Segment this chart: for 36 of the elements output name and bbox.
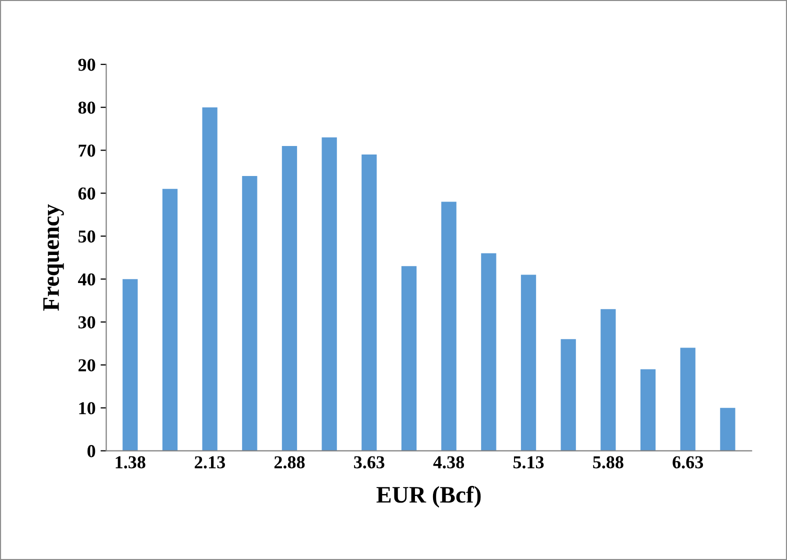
bar	[362, 154, 377, 451]
y-tick-label: 20	[78, 359, 96, 372]
bar	[520, 274, 536, 451]
y-tick-label: 90	[78, 58, 96, 71]
x-tick-label: 3.63	[354, 456, 384, 468]
bar	[282, 146, 298, 451]
x-tick-label: 6.63	[672, 456, 704, 468]
bar	[122, 279, 138, 451]
y-tick-label: 50	[78, 230, 96, 243]
bar	[322, 137, 337, 451]
x-tick-label: 5.88	[593, 456, 624, 468]
x-tick-label: 1.38	[116, 456, 146, 468]
y-tick-label: 0	[87, 445, 96, 458]
y-tick-label: 70	[78, 144, 96, 157]
bar	[441, 202, 456, 451]
y-tick-label: 60	[78, 187, 96, 200]
x-axis-title: EUR (Bcf)	[376, 486, 481, 508]
bar	[680, 348, 696, 451]
bar	[242, 176, 258, 451]
bar	[640, 369, 656, 451]
x-tick-label: 4.38	[433, 456, 464, 468]
bar	[202, 107, 218, 451]
x-tick-label: 2.88	[274, 456, 305, 468]
bar	[720, 408, 736, 451]
x-tick-label: 5.13	[513, 456, 544, 468]
bar	[481, 253, 496, 451]
bar	[162, 188, 178, 451]
y-tick-label: 80	[78, 102, 96, 114]
bar	[401, 266, 417, 451]
y-tick-label: 30	[78, 316, 96, 328]
bar	[560, 339, 576, 451]
y-tick-label: 10	[79, 402, 96, 414]
bar	[600, 309, 616, 451]
x-tick-label: 2.13	[194, 456, 225, 468]
y-tick-label: 40	[78, 273, 96, 286]
y-axis-title: Frequency	[43, 204, 64, 311]
